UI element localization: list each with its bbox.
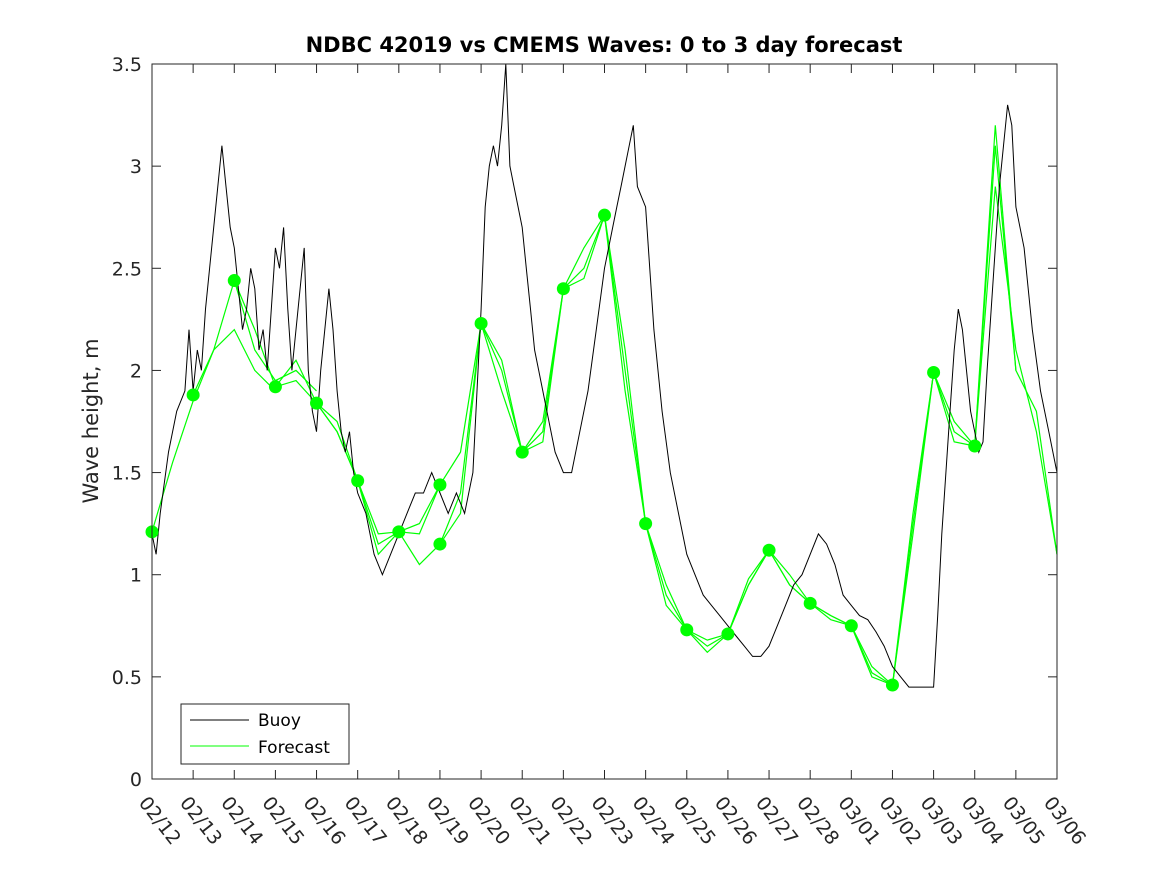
forecast-start-point-7 xyxy=(433,478,447,492)
y-tick-label: 0 xyxy=(130,769,142,791)
y-axis-label: Wave height, m xyxy=(79,338,103,503)
legend-box xyxy=(180,703,350,765)
forecast-start-point-10 xyxy=(515,445,529,459)
forecast-start-point-9 xyxy=(474,316,488,330)
y-tick-label: 1 xyxy=(130,565,142,587)
y-tick-label: 3.5 xyxy=(112,54,142,76)
forecast-start-point-20 xyxy=(927,365,941,379)
forecast-start-point-21 xyxy=(968,439,982,453)
forecast-start-markers xyxy=(145,208,982,692)
forecast-line-17 xyxy=(850,370,976,686)
forecast-line-5 xyxy=(357,323,482,566)
forecast-start-point-12 xyxy=(598,208,611,222)
y-tick-label: 2.5 xyxy=(112,258,142,280)
y-tick-label: 3 xyxy=(130,156,142,178)
forecast-start-point-15 xyxy=(721,627,735,641)
y-tick-label: 0.5 xyxy=(112,667,142,689)
legend: Buoy Forecast xyxy=(180,703,350,765)
forecast-start-point-1 xyxy=(186,388,200,402)
plot-area xyxy=(152,64,1057,779)
forecast-start-point-19 xyxy=(885,678,899,692)
forecast-start-point-17 xyxy=(803,596,817,610)
forecast-line-7 xyxy=(439,288,564,545)
forecast-line-1 xyxy=(192,278,317,396)
forecast-line-16 xyxy=(809,372,935,686)
chart-title: NDBC 42019 vs CMEMS Waves: 0 to 3 day fo… xyxy=(306,33,903,57)
forecast-start-point-11 xyxy=(556,282,570,296)
forecast-line-4 xyxy=(316,402,441,556)
forecast-start-point-14 xyxy=(680,623,694,637)
forecast-start-point-3 xyxy=(268,380,282,394)
forecast-line-10 xyxy=(562,213,688,631)
forecast-start-point-6 xyxy=(392,525,406,539)
forecast-start-point-8 xyxy=(433,537,447,551)
forecast-line-18 xyxy=(891,125,1017,686)
forecast-line-8 xyxy=(480,214,606,454)
forecast-line-11 xyxy=(603,215,729,647)
y-ticks: 0 0.5 1 1.5 2 2.5 3 3.5 xyxy=(112,54,1057,791)
buoy-line xyxy=(151,63,1058,688)
legend-forecast-label: Forecast xyxy=(258,738,330,758)
y-tick-label: 1.5 xyxy=(112,463,142,485)
forecast-start-point-4 xyxy=(310,396,324,410)
forecast-start-point-5 xyxy=(351,474,365,488)
forecast-line-6 xyxy=(398,321,523,535)
forecast-line-20 xyxy=(974,186,1058,555)
forecast-line-9 xyxy=(521,215,647,524)
y-tick-label: 2 xyxy=(130,360,142,382)
forecast-start-point-18 xyxy=(844,619,858,633)
forecast-start-point-13 xyxy=(639,517,653,531)
forecast-line-19 xyxy=(933,145,1058,555)
forecast-start-point-16 xyxy=(762,543,776,557)
legend-buoy-label: Buoy xyxy=(258,711,301,731)
forecast-line-15 xyxy=(768,549,893,686)
forecast-start-point-2 xyxy=(227,274,241,288)
series-layer xyxy=(151,63,1058,688)
forecast-line-3 xyxy=(274,359,399,535)
